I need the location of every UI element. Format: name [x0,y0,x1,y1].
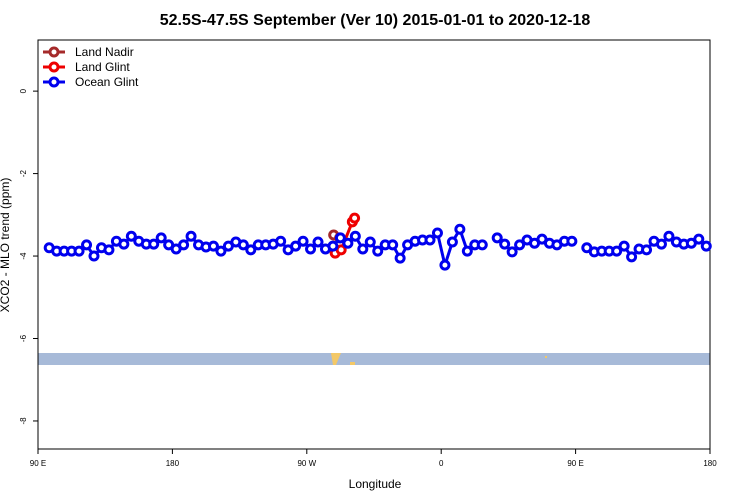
point [103,244,115,256]
point [454,223,466,235]
point [372,245,384,257]
point [364,236,376,248]
x-axis-label: Longitude [349,477,402,491]
point [148,238,160,250]
point [394,252,406,264]
y-tick-label: -4 [19,252,28,260]
legend-label: Land Nadir [75,45,134,59]
point [297,235,309,247]
point [305,243,317,255]
legend-label: Ocean Glint [75,75,139,89]
point [431,227,443,239]
chart-title: 52.5S-47.5S September (Ver 10) 2015-01-0… [160,12,591,29]
point [641,244,653,256]
land-patch [545,356,547,358]
legend-marker [48,46,60,58]
point [245,244,257,256]
land-patch [331,353,341,365]
point [207,240,219,252]
legend-marker [48,61,60,73]
point [424,234,436,246]
point [461,245,473,257]
x-tick-label: 0 [439,459,444,468]
point [118,238,130,250]
legend-marker [48,76,60,88]
point [618,240,630,252]
point [626,251,638,263]
point [514,239,526,251]
point [693,233,705,245]
point [237,239,249,251]
point [185,230,197,242]
x-tick-label: 90 W [297,459,316,468]
x-tick-label: 180 [703,459,717,468]
legend-label: Land Glint [75,60,130,74]
point [290,240,302,252]
point [349,230,361,242]
x-tick-label: 90 E [30,459,46,468]
point [357,243,369,255]
point [476,239,488,251]
point [499,238,511,250]
point [312,236,324,248]
point [342,237,354,249]
point [81,239,93,251]
point [327,240,339,252]
point [335,244,347,256]
y-tick-label: -6 [19,334,28,342]
point [349,212,361,224]
point [491,232,503,244]
point [155,232,167,244]
point [73,245,85,257]
point [387,239,399,251]
point [611,245,623,257]
point [275,235,287,247]
point [663,230,675,242]
point [446,236,458,248]
point [125,230,137,242]
point [700,240,712,252]
y-tick-label: 0 [19,88,28,93]
land-patch [350,362,355,365]
y-axis-label: XCO2 - MLO trend (ppm) [0,178,12,313]
point [215,245,227,257]
point [506,246,518,258]
point [334,232,346,244]
x-tick-label: 90 E [567,459,583,468]
point [566,235,578,247]
point [178,239,190,251]
point [655,238,667,250]
x-tick-label: 180 [166,459,180,468]
y-tick-label: -8 [19,417,28,425]
point [439,259,451,271]
land-ocean-strip [38,353,710,365]
point [88,250,100,262]
y-tick-label: -2 [19,169,28,177]
